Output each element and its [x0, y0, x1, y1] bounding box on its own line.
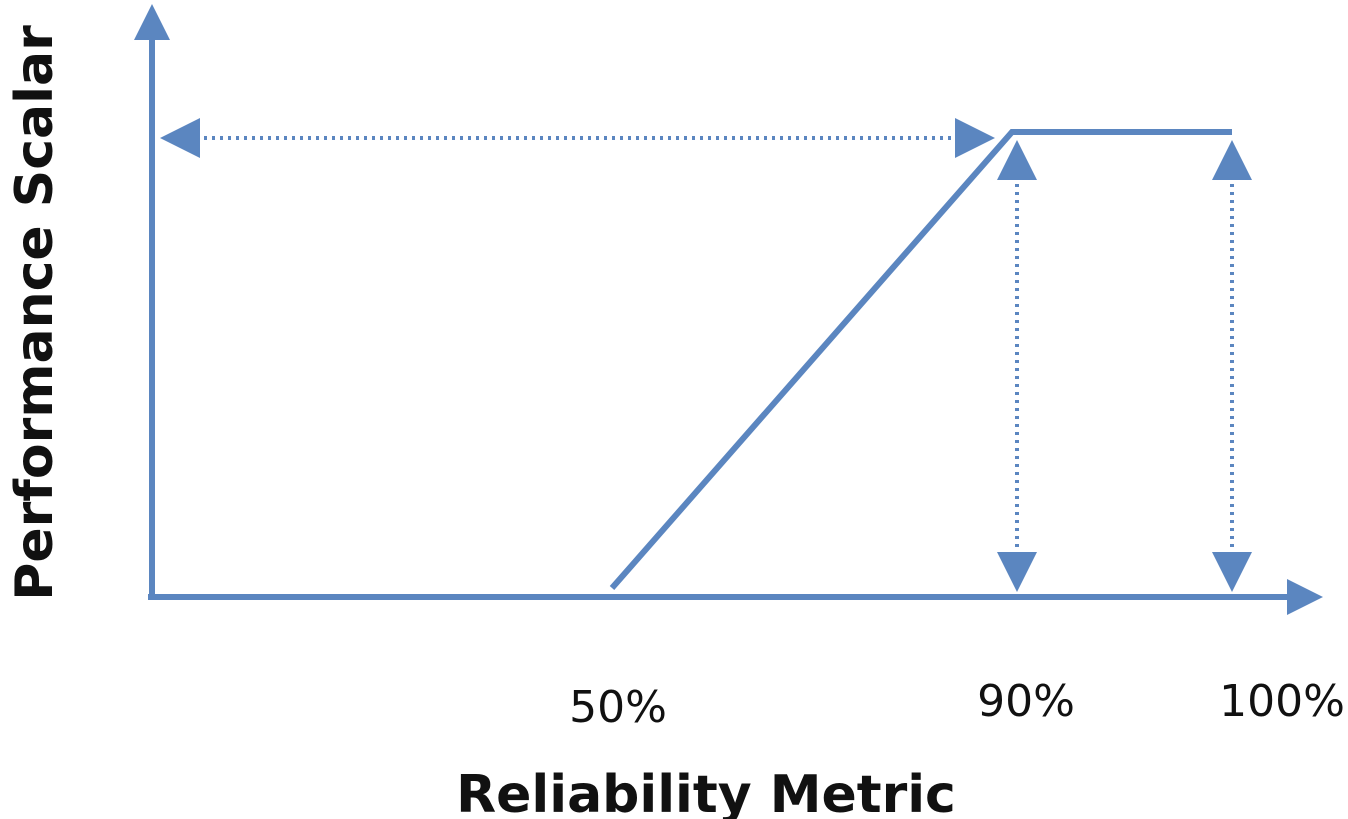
series-line [609, 129, 1232, 590]
x-tick-label-100: 100% [1219, 676, 1345, 727]
x-axis-title: Reliability Metric [456, 765, 956, 819]
y-axis-title: Performance Scalar [5, 25, 65, 601]
x-tick-label-50: 50% [569, 682, 667, 733]
x-tick-label-90: 90% [977, 676, 1075, 727]
